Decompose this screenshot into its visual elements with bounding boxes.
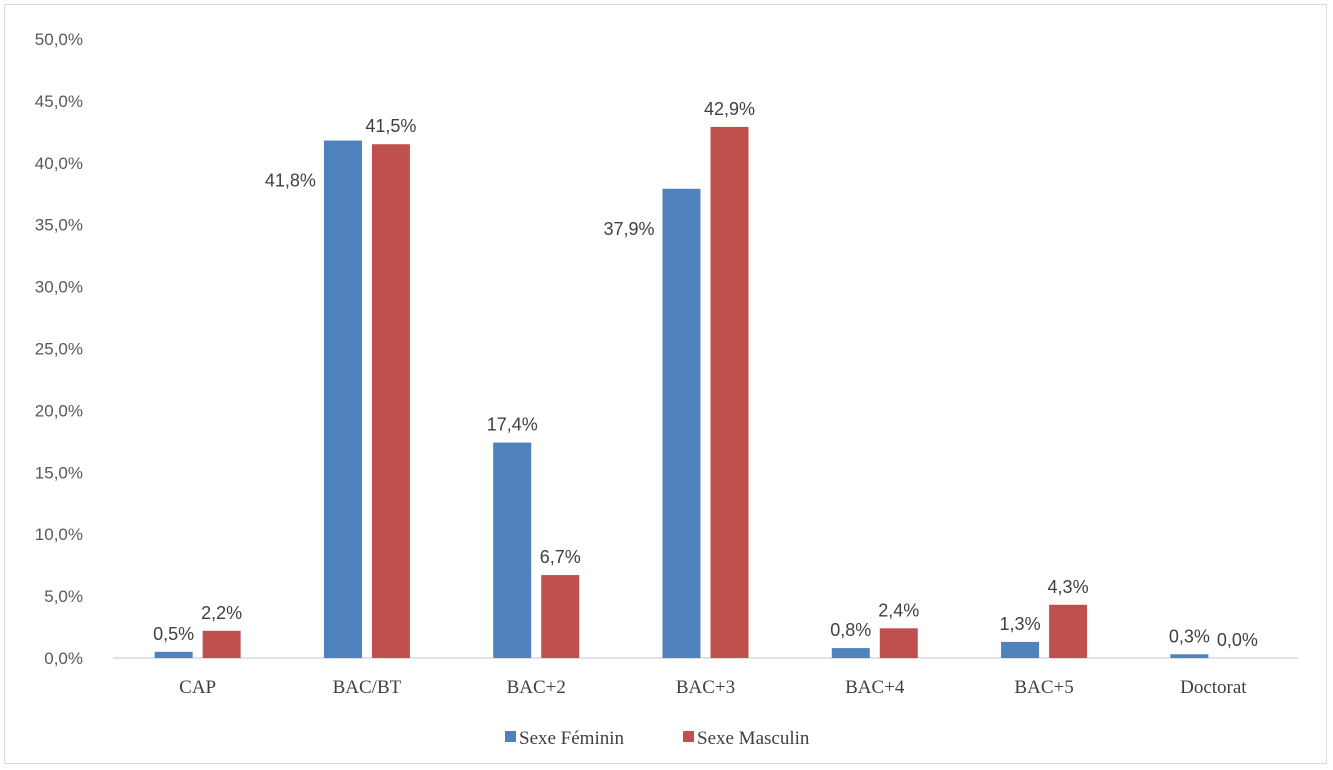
data-label: 0,3% xyxy=(1169,626,1210,646)
bar-feminin xyxy=(493,442,532,658)
data-label: 0,0% xyxy=(1217,630,1258,650)
bar-masculin xyxy=(202,630,241,658)
y-tick-label: 25,0% xyxy=(35,340,83,359)
legend-swatch-masculin xyxy=(683,731,694,742)
data-label: 0,8% xyxy=(830,620,871,640)
y-tick-label: 0,0% xyxy=(44,649,83,668)
y-tick-label: 30,0% xyxy=(35,278,83,297)
x-tick-label: CAP xyxy=(179,677,216,698)
legend-label: Sexe Masculin xyxy=(697,728,810,749)
data-label: 41,5% xyxy=(365,116,416,136)
x-tick-label: BAC+4 xyxy=(845,677,905,698)
y-tick-label: 50,0% xyxy=(35,30,83,49)
x-tick-label: BAC+3 xyxy=(676,677,735,698)
x-tick-label: BAC+2 xyxy=(507,677,566,698)
data-label: 37,9% xyxy=(603,219,654,239)
bar-masculin xyxy=(879,628,918,658)
bar-feminin xyxy=(1170,654,1209,658)
data-label: 0,5% xyxy=(153,624,194,644)
bar-masculin xyxy=(371,144,410,659)
bar-masculin xyxy=(1049,604,1088,658)
bar-feminin xyxy=(831,648,870,658)
legend-swatch-feminin xyxy=(505,731,516,742)
data-label: 2,4% xyxy=(878,600,919,620)
y-tick-label: 45,0% xyxy=(35,92,83,111)
y-tick-label: 10,0% xyxy=(35,525,83,544)
x-tick-label: BAC+5 xyxy=(1014,677,1073,698)
data-label: 42,9% xyxy=(704,99,755,119)
y-tick-label: 20,0% xyxy=(35,401,83,420)
y-tick-label: 40,0% xyxy=(35,154,83,173)
bar-feminin xyxy=(323,140,362,659)
bar-masculin xyxy=(541,575,580,658)
bar-masculin xyxy=(710,126,749,658)
legend-label: Sexe Féminin xyxy=(519,728,625,749)
data-label: 17,4% xyxy=(487,415,538,435)
data-label: 4,3% xyxy=(1048,577,1089,597)
y-tick-label: 35,0% xyxy=(35,216,83,235)
data-label: 2,2% xyxy=(201,603,242,623)
data-label: 6,7% xyxy=(540,547,581,567)
data-label: 1,3% xyxy=(1000,614,1041,634)
bar-feminin xyxy=(662,188,701,658)
x-tick-label: BAC/BT xyxy=(333,677,402,698)
x-tick-label: Doctorat xyxy=(1180,677,1247,698)
bar-feminin xyxy=(1001,641,1040,658)
y-tick-label: 15,0% xyxy=(35,463,83,482)
bar-feminin xyxy=(154,651,193,658)
y-tick-label: 5,0% xyxy=(44,587,83,606)
data-label: 41,8% xyxy=(265,171,316,191)
